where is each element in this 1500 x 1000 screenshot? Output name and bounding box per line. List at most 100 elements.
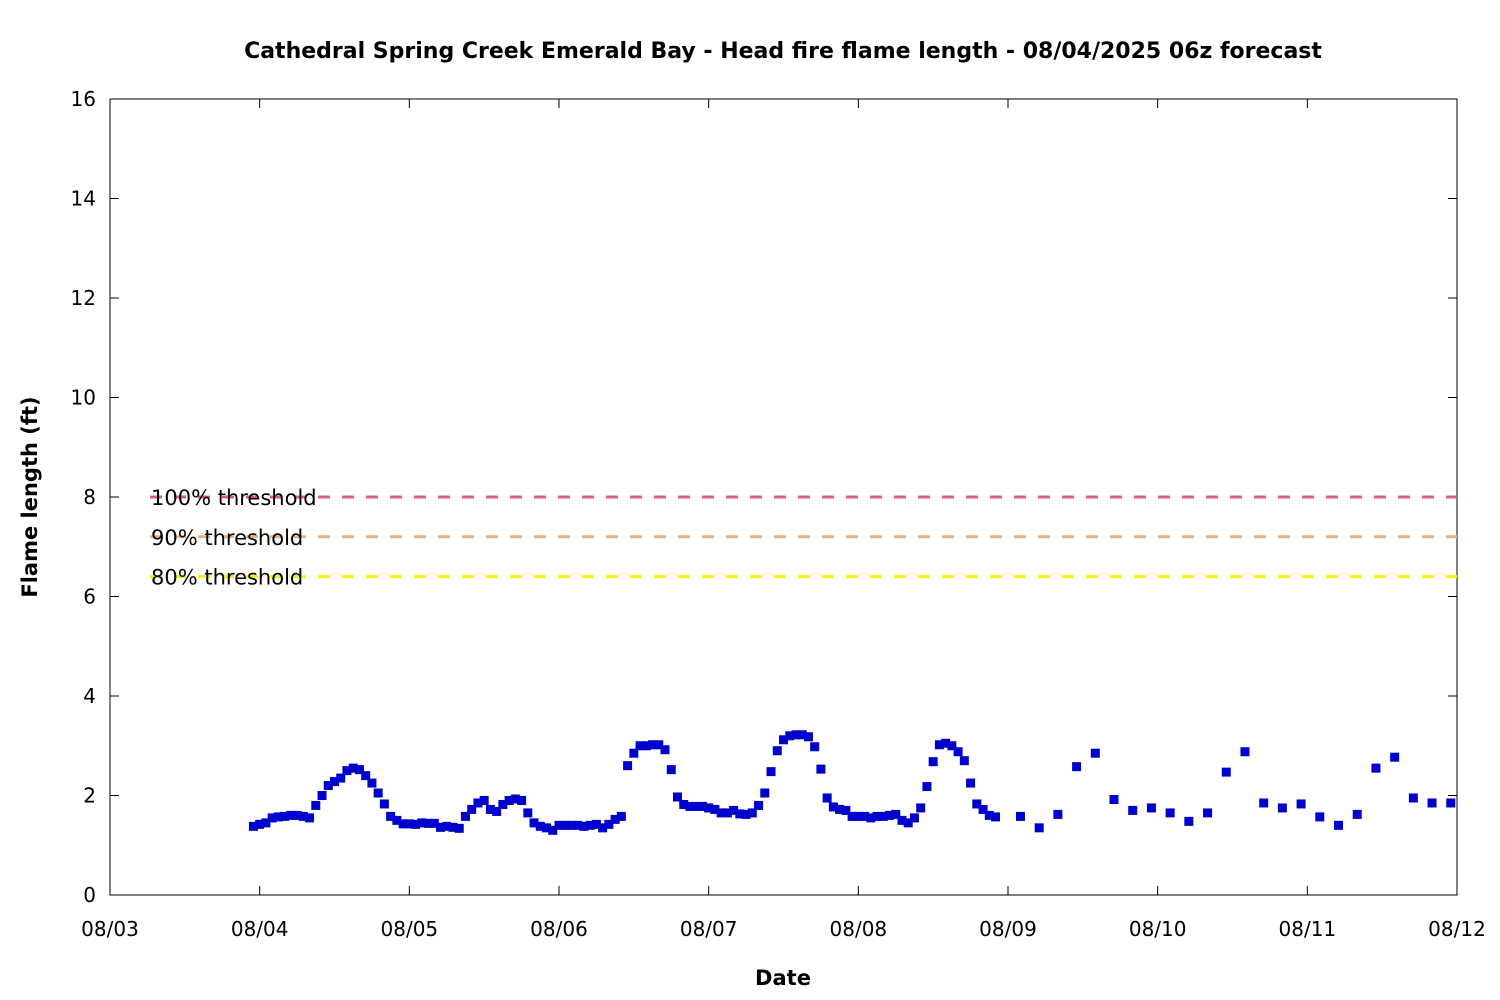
data-point [566, 820, 576, 830]
data-point [1352, 809, 1362, 819]
data-point [492, 806, 502, 816]
data-point [379, 799, 389, 809]
x-tick-label: 08/12 [1428, 917, 1486, 941]
data-point [672, 792, 682, 802]
data-point [298, 811, 308, 821]
x-tick-label: 08/03 [81, 917, 139, 941]
data-point [1090, 748, 1100, 758]
data-point [548, 825, 558, 835]
data-point [273, 812, 283, 822]
data-point [305, 813, 315, 823]
threshold-label: 90% threshold [151, 526, 303, 550]
x-axis-label: Date [755, 966, 811, 990]
data-point [810, 742, 820, 752]
data-point [779, 735, 788, 745]
x-tick-label: 08/04 [231, 917, 289, 941]
data-point [411, 819, 421, 829]
data-point [1408, 793, 1418, 803]
data-point [454, 823, 464, 833]
data-point [729, 805, 739, 815]
data-point [591, 819, 601, 829]
data-point [554, 820, 564, 830]
data-point [972, 799, 982, 809]
data-point [716, 808, 726, 818]
data-point [523, 808, 533, 818]
x-tick-label: 08/11 [1279, 917, 1337, 941]
x-tick-label: 08/07 [680, 917, 738, 941]
data-point [485, 804, 495, 814]
y-axis: 0 2 4 6 8 10 12 14 16 [71, 87, 1457, 907]
data-point [928, 757, 938, 767]
data-point [722, 808, 732, 818]
flame-length-points [248, 730, 1456, 835]
data-point [330, 777, 339, 787]
data-point [953, 747, 963, 757]
y-axis-label: Flame length (ft) [18, 396, 42, 597]
data-point [1165, 808, 1175, 818]
data-point [535, 821, 545, 831]
data-point [629, 748, 639, 758]
threshold-label: 80% threshold [151, 566, 303, 590]
x-tick-label: 08/06 [530, 917, 588, 941]
data-point [1390, 752, 1400, 762]
data-point [785, 731, 795, 741]
data-point [255, 819, 265, 829]
data-point [1203, 808, 1213, 818]
data-point [292, 810, 302, 820]
data-point [828, 802, 838, 812]
x-tick-label: 08/09 [979, 917, 1037, 941]
data-point [866, 813, 876, 823]
data-point [666, 765, 676, 775]
data-point [878, 811, 888, 821]
y-tick-label: 0 [83, 883, 96, 907]
data-point [342, 766, 352, 776]
x-tick-label: 08/08 [830, 917, 888, 941]
data-point [959, 756, 969, 766]
data-point [348, 763, 358, 773]
data-point [1128, 805, 1138, 815]
data-point [616, 811, 626, 821]
data-point [791, 730, 801, 740]
data-point [560, 820, 570, 830]
data-point [510, 794, 520, 804]
data-point [822, 793, 832, 803]
data-point [604, 819, 614, 829]
data-point [966, 778, 976, 788]
data-point [685, 801, 695, 811]
data-point [1221, 767, 1231, 777]
data-point [891, 809, 901, 819]
data-point [280, 811, 290, 821]
data-point [1015, 811, 1025, 821]
data-point [429, 818, 439, 828]
data-point [984, 810, 994, 820]
data-point [1277, 803, 1287, 813]
y-tick-label: 14 [71, 187, 96, 211]
data-point [448, 822, 458, 832]
data-point [872, 811, 882, 821]
data-point [623, 761, 633, 771]
data-point [803, 732, 813, 742]
data-point [654, 740, 664, 750]
data-point [641, 741, 651, 751]
data-point [754, 800, 764, 810]
data-point [841, 805, 851, 815]
data-point [797, 730, 807, 740]
data-point [1146, 803, 1156, 813]
y-tick-label: 16 [71, 87, 96, 111]
data-point [1109, 794, 1119, 804]
data-point [311, 800, 321, 810]
y-tick-label: 10 [71, 386, 96, 410]
data-point [679, 799, 689, 809]
data-point [423, 818, 433, 828]
data-point [710, 804, 720, 814]
data-point [460, 811, 470, 821]
data-point [573, 820, 583, 830]
data-point [386, 811, 396, 821]
data-point [1259, 798, 1269, 808]
data-point [916, 803, 926, 813]
data-point [1446, 798, 1456, 808]
data-point [585, 820, 595, 830]
data-point [467, 804, 477, 814]
threshold-label: 100% threshold [151, 486, 317, 510]
